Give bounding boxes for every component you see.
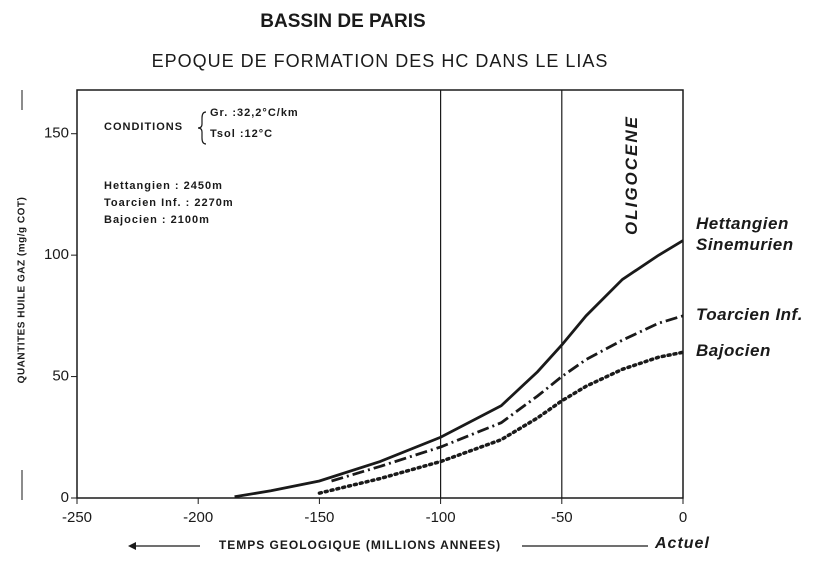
x-end-label: Actuel [654,535,710,552]
depth-line: Bajocien : 2100m [104,214,210,226]
series-line [331,314,684,483]
condition-line: Gr. :32,2°C/km [210,107,299,119]
conditions-title: CONDITIONS [104,121,183,133]
depth-line: Hettangien : 2450m [104,180,223,192]
y-axis-label: QUANTITES HUILE GAZ (mg/g COT) [17,197,28,384]
bracket [197,111,207,145]
x-tick-label: -50 [551,509,573,526]
y-tick-label: 0 [61,489,69,506]
x-arrowhead [128,542,136,550]
x-tick-label: -200 [183,509,213,526]
y-tick-label: 150 [44,125,69,142]
series-label: Hettangien Sinemurien [696,213,794,254]
y-tick-label: 50 [52,368,69,385]
chart-subtitle: EPOQUE DE FORMATION DES HC DANS LE LIAS [152,51,609,71]
condition-line: Tsol :12°C [210,128,273,140]
y-tick-label: 100 [44,246,69,263]
depth-line: Toarcien Inf. : 2270m [104,197,234,209]
x-tick-label: -100 [426,509,456,526]
series-label: Toarcien Inf. [696,304,803,324]
period-label: OLIGOCENE [622,115,641,235]
x-tick-label: -250 [62,509,92,526]
chart-title: BASSIN DE PARIS [260,11,425,32]
series-line [317,350,685,495]
x-tick-label: 0 [679,509,687,526]
x-tick-label: -150 [304,509,334,526]
series-line [234,239,684,499]
series-label: Bajocien [696,341,771,361]
x-axis-label: TEMPS GEOLOGIQUE (MILLIONS ANNEES) [219,538,501,552]
plot-frame [76,89,684,499]
